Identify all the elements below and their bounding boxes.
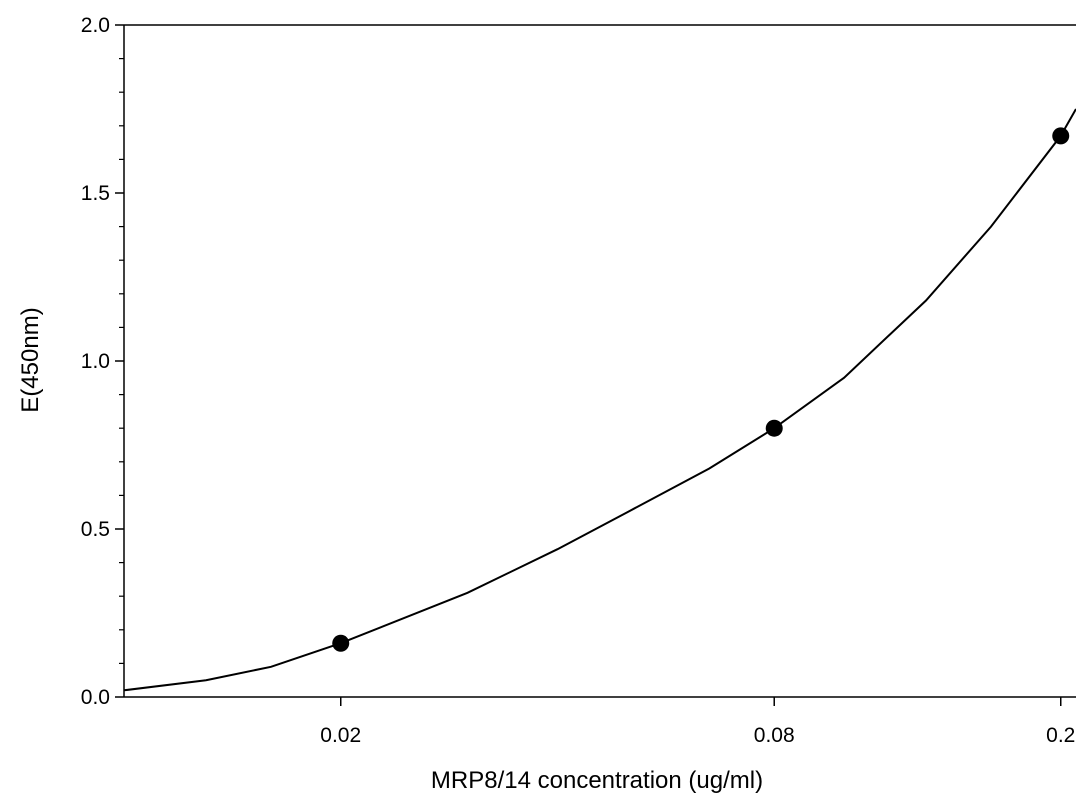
x-tick-label: 0.02 bbox=[320, 724, 361, 747]
x-tick-label: 0.2 bbox=[1046, 724, 1075, 747]
y-tick-label: 2.0 bbox=[81, 14, 110, 37]
data-point bbox=[332, 634, 350, 652]
y-tick-label: 1.5 bbox=[81, 182, 110, 205]
y-axis-title: E(450nm) bbox=[17, 307, 44, 412]
x-tick-label: 0.08 bbox=[754, 724, 795, 747]
fit-curve bbox=[123, 108, 1076, 692]
y-tick-label: 1.0 bbox=[81, 350, 110, 373]
data-point bbox=[765, 419, 783, 437]
data-point bbox=[1052, 127, 1070, 145]
y-tick-label: 0.5 bbox=[81, 518, 110, 541]
data-points bbox=[332, 127, 1070, 652]
axes: 0.0 0.5 1.0 1.5 2.0 0.02 0.08 0.2 bbox=[81, 14, 1076, 747]
y-tick-label: 0.0 bbox=[81, 686, 110, 709]
x-axis-title: MRP8/14 concentration (ug/ml) bbox=[431, 767, 763, 794]
